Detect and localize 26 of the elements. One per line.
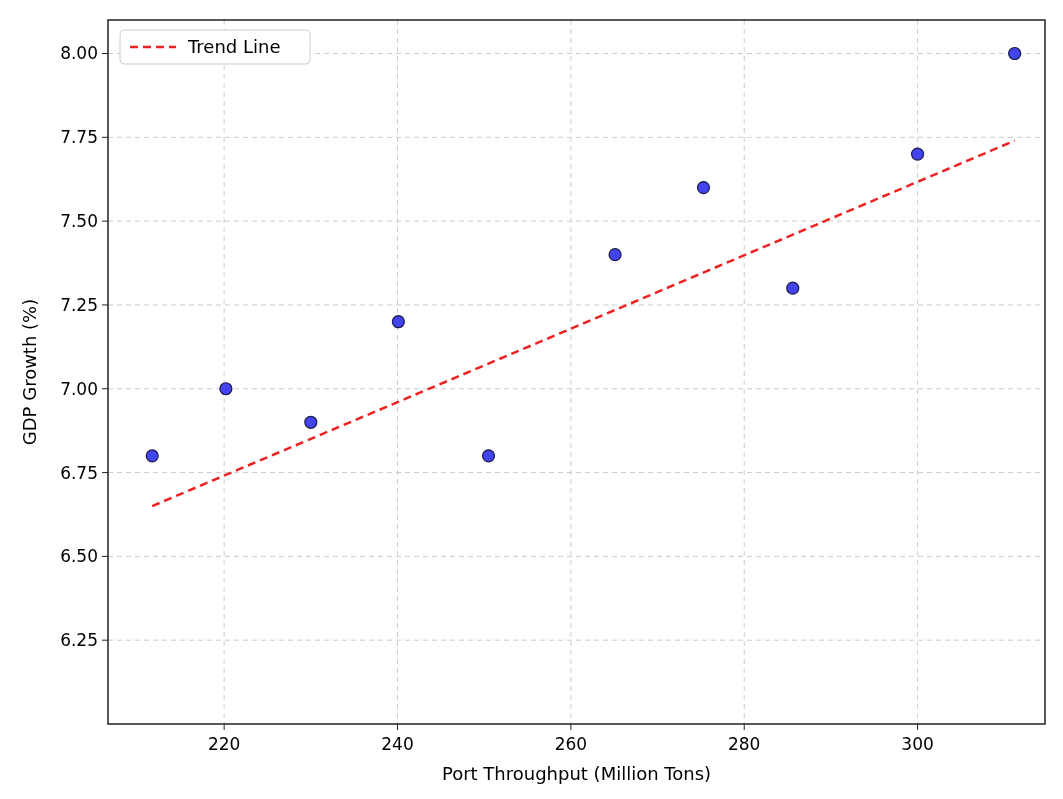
x-tick-label: 220 xyxy=(207,734,241,754)
y-tick-label: 7.75 xyxy=(60,127,98,148)
point xyxy=(786,281,800,295)
point xyxy=(696,181,711,195)
x-tick-label: 240 xyxy=(381,734,414,754)
y-tick-label: 6.25 xyxy=(60,630,98,651)
y-tick-label: 7.00 xyxy=(60,378,98,399)
y-tick-label: 6.50 xyxy=(60,546,98,567)
x-axis-title: Port Throughput (Million Tons) xyxy=(441,763,712,784)
y-tick-label: 8.00 xyxy=(60,43,98,64)
point xyxy=(608,248,622,262)
legend-label: Trend Line xyxy=(187,36,281,58)
point xyxy=(145,449,159,463)
x-tick-label: 260 xyxy=(554,734,588,754)
point xyxy=(219,382,233,396)
y-axis-title: GDP Growth (%) xyxy=(19,298,40,446)
y-tick-label: 7.25 xyxy=(60,294,98,315)
point xyxy=(304,415,318,429)
point xyxy=(391,315,405,329)
x-tick-label: 300 xyxy=(901,734,934,754)
point xyxy=(910,147,925,161)
point xyxy=(1008,46,1022,61)
y-tick-label: 7.50 xyxy=(60,211,98,232)
y-tick-label: 6.75 xyxy=(60,462,98,483)
x-tick-label: 280 xyxy=(728,734,761,754)
point xyxy=(481,449,496,463)
